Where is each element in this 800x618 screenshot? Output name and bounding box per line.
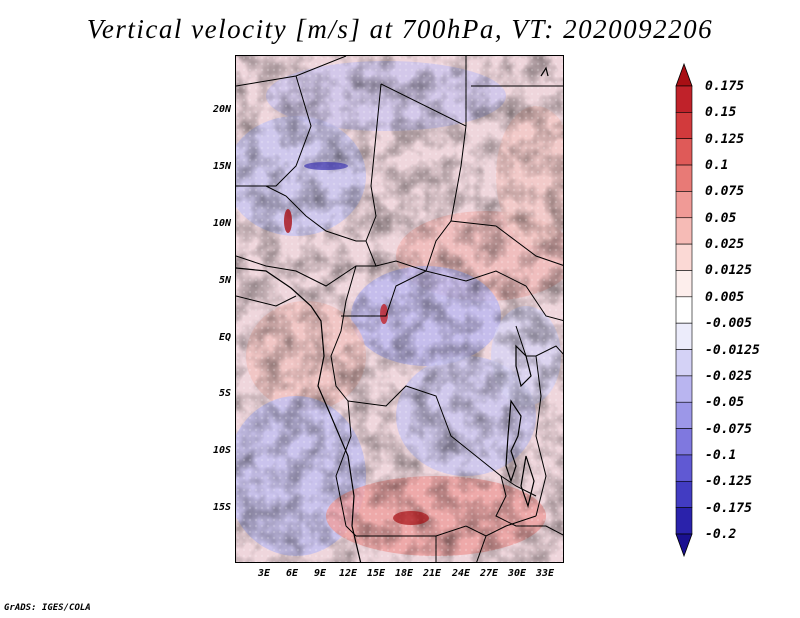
colorbar-bottom-arrow: [675, 533, 693, 558]
colorbar-tick-label: -0.025: [705, 368, 752, 384]
colorbar: [675, 62, 693, 558]
colorbar-swatch: [675, 85, 693, 113]
credit-text: GrADS: IGES/COLA: [4, 603, 91, 613]
colorbar-tick-label: -0.175: [705, 500, 752, 516]
colorbar-tick-label: -0.1: [705, 447, 737, 463]
lon-label-15e: 15E: [366, 568, 386, 579]
colorbar-tick-label: 0.025: [705, 237, 745, 253]
colorbar-swatch: [675, 243, 693, 271]
colorbar-tick-label: -0.005: [705, 316, 752, 332]
lat-label-15n: 15N: [212, 161, 231, 172]
colorbar-swatch: [675, 217, 693, 245]
colorbar-tick-label: 0.075: [705, 184, 745, 200]
lat-label-5s: 5S: [218, 388, 231, 399]
colorbar-tick-label: 0.1: [705, 158, 729, 174]
lat-label-5n: 5N: [218, 275, 231, 286]
lon-label-21e: 21E: [422, 568, 442, 579]
lon-label-12e: 12E: [338, 568, 358, 579]
lon-label-30e: 30E: [507, 568, 527, 579]
colorbar-tick-label: -0.0125: [705, 342, 760, 358]
colorbar-tick-label: 0.15: [705, 105, 737, 121]
colorbar-tick-label: -0.05: [705, 395, 745, 411]
colorbar-swatch: [675, 454, 693, 482]
lon-label-9e: 9E: [313, 568, 327, 579]
colorbar-swatch: [675, 428, 693, 456]
colorbar-tick-label: 0.125: [705, 131, 745, 147]
colorbar-tick-label: -0.2: [705, 527, 737, 542]
map-plot-area: [235, 55, 564, 563]
colorbar-tick-label: 0.175: [705, 79, 745, 94]
colorbar-swatch: [675, 349, 693, 377]
lat-label-20n: 20N: [212, 104, 231, 115]
lon-label-18e: 18E: [394, 568, 414, 579]
colorbar-swatch: [675, 164, 693, 192]
colorbar-tick-label: 0.005: [705, 289, 745, 305]
colorbar-tick-label: -0.125: [705, 474, 752, 490]
lat-label-15s: 15S: [212, 502, 231, 513]
colorbar-swatch: [675, 270, 693, 298]
lat-label-eq: EQ: [218, 332, 231, 343]
lon-label-27e: 27E: [479, 568, 499, 579]
colorbar-tick-label: 0.0125: [705, 263, 752, 279]
colorbar-swatch: [675, 507, 693, 535]
colorbar-top-arrow: [675, 62, 693, 87]
colorbar-swatch: [675, 375, 693, 403]
lat-label-10s: 10S: [212, 445, 231, 456]
lon-label-6e: 6E: [285, 568, 299, 579]
lat-label-10n: 10N: [212, 218, 231, 229]
lon-label-3e: 3E: [257, 568, 271, 579]
colorbar-swatch: [675, 401, 693, 429]
colorbar-swatch: [675, 191, 693, 219]
colorbar-tick-label: -0.075: [705, 421, 752, 437]
colorbar-swatch: [675, 322, 693, 350]
lon-label-33e: 33E: [535, 568, 555, 579]
colorbar-swatch: [675, 112, 693, 140]
colorbar-swatch: [675, 480, 693, 508]
lon-label-24e: 24E: [451, 568, 471, 579]
map-title: Vertical velocity [m/s] at 700hPa, VT: 2…: [86, 14, 714, 44]
colorbar-swatch: [675, 138, 693, 166]
colorbar-tick-label: 0.05: [705, 210, 737, 226]
colorbar-swatch: [675, 296, 693, 324]
velocity-field: [236, 56, 563, 562]
